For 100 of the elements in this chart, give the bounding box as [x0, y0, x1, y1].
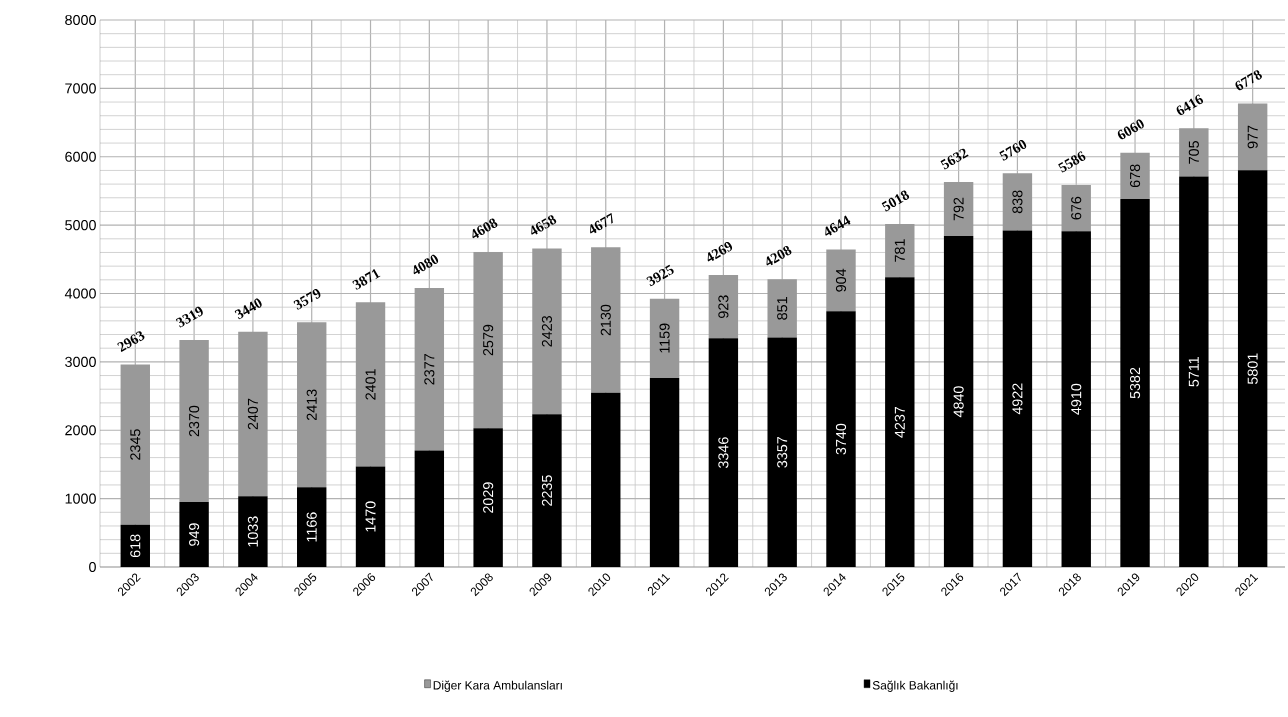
y-tick-label: 2000 [65, 425, 96, 436]
data-label: 1159 [659, 323, 670, 353]
data-label: 676 [1071, 196, 1082, 220]
total-label: 4608 [472, 218, 498, 239]
y-tick-label: 1000 [65, 493, 96, 504]
total-label: 6778 [1235, 70, 1262, 91]
y-tick-label: 4000 [64, 288, 96, 299]
data-label: 2029 [483, 482, 494, 513]
bar [473, 251, 503, 429]
legend-label: Sağlık Bakanlığı [872, 680, 958, 692]
data-label: 618 [130, 534, 141, 558]
data-label: 923 [718, 295, 729, 318]
legend-label: Diğer Kara Ambulansları [433, 680, 562, 692]
data-label: 838 [1012, 190, 1023, 214]
total-label: 4644 [825, 215, 851, 236]
bar [708, 275, 739, 339]
data-label: 678 [1129, 164, 1141, 188]
data-label: 792 [953, 197, 964, 221]
bar [708, 338, 739, 567]
y-tick-label: 0 [89, 561, 96, 573]
bar [767, 279, 797, 338]
bar [179, 340, 209, 503]
total-label: 5586 [1058, 151, 1086, 173]
total-label: 3440 [234, 298, 262, 320]
y-tick-label: 6000 [65, 151, 96, 162]
data-label: 1033 [247, 516, 258, 547]
bar [1179, 176, 1209, 567]
total-label: 4658 [531, 215, 557, 235]
data-label: 2377 [424, 354, 435, 385]
bar [532, 248, 562, 415]
total-label: 3925 [646, 264, 674, 287]
total-label: 5760 [999, 139, 1027, 161]
total-label: 3579 [293, 289, 321, 310]
data-label: 2407 [247, 398, 258, 430]
total-label: 5632 [940, 148, 969, 170]
bar [649, 298, 680, 378]
bar [1237, 170, 1268, 567]
total-label: 4208 [766, 245, 792, 266]
bar [297, 322, 327, 488]
bar [649, 377, 680, 567]
y-tick-label: 3000 [65, 356, 96, 367]
data-label: 949 [189, 523, 200, 546]
data-label: 2370 [189, 405, 200, 437]
y-tick-label: 8000 [65, 14, 96, 26]
bar [355, 302, 386, 467]
total-label: 3871 [352, 268, 381, 290]
total-label: 3319 [175, 306, 203, 328]
total-label: 2963 [117, 331, 145, 353]
bar [297, 487, 327, 567]
data-label: 2579 [483, 324, 494, 356]
bar [826, 311, 856, 567]
data-label: 4237 [894, 406, 905, 438]
data-label: 977 [1247, 125, 1258, 149]
bar [1179, 128, 1209, 177]
bar [120, 524, 150, 567]
bar [238, 496, 268, 567]
data-label: 5801 [1247, 353, 1258, 385]
bar [591, 392, 621, 567]
bar [1237, 103, 1268, 171]
bar [414, 288, 445, 451]
data-label: 2413 [306, 389, 317, 421]
data-label: 3740 [835, 423, 847, 455]
bar [1120, 152, 1150, 199]
total-label: 4677 [590, 212, 613, 234]
bar [473, 428, 503, 567]
bar [1061, 185, 1091, 232]
bar [943, 236, 974, 567]
bar [238, 331, 268, 497]
data-label: 3357 [777, 437, 788, 468]
total-label: 6416 [1176, 94, 1204, 115]
bar [532, 414, 562, 567]
bar [355, 466, 386, 567]
bar [826, 249, 856, 312]
bar [1061, 231, 1091, 567]
data-label: 2235 [541, 475, 553, 506]
data-label: 851 [777, 297, 788, 320]
data-label: 4922 [1012, 383, 1023, 415]
data-label: 2401 [365, 369, 376, 400]
data-label: 904 [835, 268, 847, 292]
data-label: 2345 [130, 429, 141, 460]
bar [943, 181, 974, 237]
data-label: 1166 [306, 512, 317, 542]
y-tick-label: 7000 [65, 83, 96, 94]
data-label: 4840 [953, 386, 964, 418]
y-tick-label: 5000 [65, 220, 96, 231]
bar [885, 223, 915, 278]
data-label: 5711 [1188, 357, 1199, 387]
bar [120, 364, 150, 525]
data-label: 3346 [718, 437, 729, 469]
data-label: 4910 [1071, 383, 1082, 415]
data-label: 705 [1188, 141, 1199, 164]
data-label: 1470 [365, 501, 376, 532]
total-label: 5018 [881, 190, 910, 212]
data-label: 2423 [541, 316, 553, 347]
data-label: 781 [894, 239, 905, 262]
total-label: 4080 [413, 254, 439, 275]
bar [767, 337, 797, 567]
bar [414, 450, 445, 567]
total-label: 6060 [1117, 119, 1144, 140]
bar [1002, 230, 1033, 567]
